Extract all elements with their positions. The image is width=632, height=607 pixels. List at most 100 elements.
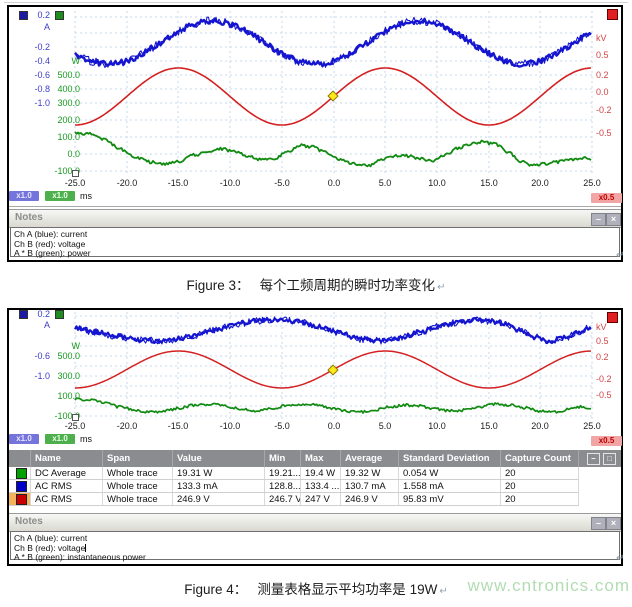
x-axis-tick-label: 20.0 (531, 178, 549, 188)
time-marker-diamond[interactable] (327, 364, 339, 376)
y-axis-label-red: -0.2 (596, 374, 612, 384)
watermark: www.cntronics.com (467, 576, 630, 595)
y-axis-label-green: 100.0 (57, 132, 80, 142)
y-axis-label-blue: A (43, 320, 50, 330)
table-cell: 19.21... (265, 467, 301, 479)
table-cell: 1.558 mA (399, 480, 501, 492)
notes-line: A * B (green): power (14, 248, 91, 258)
page-top-edge (4, 2, 628, 3)
x-axis-tick-label: -5.0 (274, 178, 290, 188)
table-cell: AC RMS (31, 493, 103, 505)
y-axis-label-green: 500.0 (57, 351, 80, 361)
column-header: Capture Count (501, 450, 579, 467)
y-axis-label-blue: -1.0 (34, 98, 50, 108)
y-axis-label-red: 0.0 (596, 87, 609, 97)
x-axis-tick-label: 20.0 (531, 421, 549, 431)
text-cursor (85, 543, 87, 552)
y-axis-label-blue: 0.2 (37, 309, 50, 319)
waveform-plot-canvas (74, 11, 593, 176)
table-cell: 130.7 mA (341, 480, 399, 492)
figure4-caption: Figure 4： 测量表格显示平均功率是 19W ↵ (0, 578, 632, 598)
minimize-icon[interactable]: – (591, 517, 606, 530)
channel-color-swatch (16, 494, 27, 505)
y-axis-label-red: 0.2 (596, 70, 609, 80)
notes-panel-titlebar: Notes – × (9, 209, 621, 228)
power-scale-badge[interactable]: x1.0 (45, 191, 75, 201)
figure3-label: Figure 3： (186, 278, 250, 293)
column-header: Min (265, 450, 301, 467)
table-row[interactable]: AC RMS Whole trace 133.3 mA 128.8... 133.4 .… (9, 480, 579, 493)
x-axis-tick-label: -10.0 (219, 178, 241, 188)
x-axis-tick-label: 10.0 (428, 178, 446, 188)
notes-panel-titlebar: Notes – × (9, 513, 621, 532)
table-row[interactable]: DC Average Whole trace 19.31 W 19.21... 19.4… (9, 467, 579, 480)
y-axis-label-red: 0.5 (596, 336, 609, 346)
plot-corner-handle[interactable] (72, 414, 79, 421)
y-axis-label-green: W (71, 56, 81, 66)
x-axis-tick-label: -25.0 (64, 178, 86, 188)
notes-line: A * B (green): instantaneous power (14, 552, 146, 562)
y-axis-label-green: 200.0 (57, 115, 80, 125)
power-waveform (74, 397, 592, 414)
channel-a-scale-badge[interactable]: x1.0 (9, 191, 39, 201)
y-axis-label-green: 400.0 (57, 84, 80, 94)
table-cell: Whole trace (103, 467, 173, 479)
x-axis-tick-label: -5.0 (274, 421, 290, 431)
power-legend-swatch (55, 310, 64, 319)
column-header: Name (31, 450, 103, 467)
status-indicator (607, 312, 618, 323)
y-axis-label-red: -0.5 (596, 128, 612, 138)
x-axis-tick-label: 5.0 (378, 421, 392, 431)
table-cell: 246.7 V (265, 493, 301, 505)
row-swatch-cell (9, 467, 31, 479)
waveform-plot-canvas (74, 312, 593, 419)
notes-line: Ch A (blue): current (14, 533, 88, 543)
notes-panel-title: Notes (15, 516, 43, 527)
channel-b-scale-badge[interactable]: x0.5 (591, 436, 622, 446)
time-unit-label: ms (80, 434, 92, 444)
close-icon[interactable]: × (606, 213, 621, 226)
notes-panel-title: Notes (15, 212, 43, 223)
y-axis-label-green: 300.0 (57, 371, 80, 381)
close-icon[interactable]: × (606, 517, 621, 530)
notes-line: Ch B (red): voltage (14, 238, 86, 249)
column-header: Standard Deviation (399, 450, 501, 467)
y-axis-label-blue: 0.2 (37, 10, 50, 20)
table-cell: 128.8... (265, 480, 301, 492)
channel-color-swatch (16, 481, 27, 492)
x-axis-tick-label: 15.0 (480, 178, 498, 188)
table-cell: AC RMS (31, 480, 103, 492)
notes-text-area[interactable]: Ch A (blue): current Ch B (red): voltage A… (10, 531, 620, 562)
y-axis-label-blue: -0.6 (34, 351, 50, 361)
y-axis-label-red: 0.2 (596, 352, 609, 362)
x-axis-tick-label: 25.0 (583, 421, 601, 431)
table-cell: 19.32 W (341, 467, 399, 479)
swatch-column-header (9, 450, 31, 467)
channel-a-scale-badge[interactable]: x1.0 (9, 434, 39, 444)
table-cell: Whole trace (103, 480, 173, 492)
figure4-text: 测量表格显示平均功率是 19W (257, 582, 438, 597)
channel-a-current-waveform (74, 17, 592, 68)
column-header: Max (301, 450, 341, 467)
y-axis-label-green: -100.0 (54, 411, 80, 421)
figure4-label: Figure 4： (184, 582, 248, 597)
channel-b-scale-badge[interactable]: x0.5 (591, 193, 622, 203)
time-marker-diamond[interactable] (327, 90, 339, 102)
notes-line: Ch B (red): voltage (14, 542, 87, 553)
plot-corner-handle[interactable] (72, 170, 79, 177)
table-row[interactable]: AC RMS Whole trace 246.9 V 246.7 V 247 V 246.… (9, 493, 579, 506)
y-axis-label-blue: A (43, 22, 50, 32)
y-axis-label-green: 100.0 (57, 391, 80, 401)
minimize-icon[interactable]: – (591, 213, 606, 226)
table-maximize-icon[interactable]: □ (603, 453, 616, 465)
paragraph-mark-icon: ↵ (439, 586, 448, 597)
x-axis-tick-label: 25.0 (583, 178, 601, 188)
x-axis-tick-label: 15.0 (480, 421, 498, 431)
power-scale-badge[interactable]: x1.0 (45, 434, 75, 444)
table-minimize-icon[interactable]: – (587, 453, 600, 465)
notes-text-area[interactable]: Ch A (blue): current Ch B (red): voltage A… (10, 227, 620, 258)
y-axis-label-green: 300.0 (57, 98, 80, 108)
x-axis-tick-label: 10.0 (428, 421, 446, 431)
column-header: Span (103, 450, 173, 467)
paragraph-mark-icon: ↵ (437, 282, 446, 293)
